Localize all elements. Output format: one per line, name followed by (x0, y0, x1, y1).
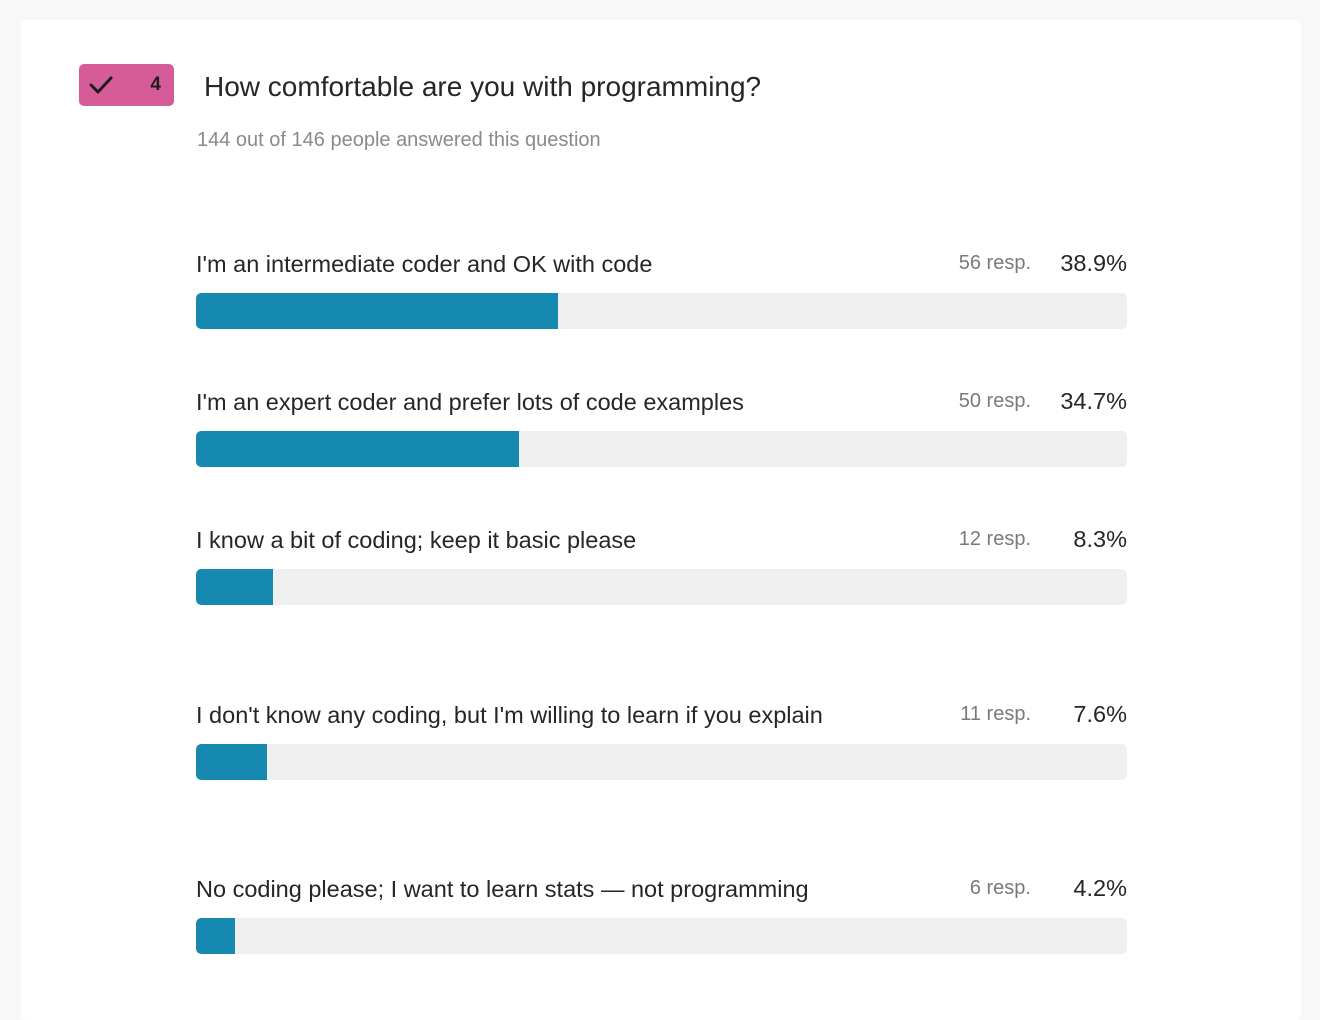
response-percent: 38.9% (1060, 250, 1127, 276)
response-count: 56 resp. (958, 252, 1031, 274)
question-title: How comfortable are you with programming… (204, 71, 762, 102)
answer-option: I'm an expert coder and prefer lots of c… (196, 370, 1127, 467)
response-percent: 8.3% (1073, 526, 1127, 552)
result-bar-fill (196, 744, 267, 780)
answered-count: 144 out of 146 people answered this ques… (197, 129, 601, 151)
result-bar-track (196, 744, 1127, 780)
response-percent: 4.2% (1073, 875, 1127, 901)
option-label: I'm an expert coder and prefer lots of c… (196, 389, 744, 415)
option-label: No coding please; I want to learn stats … (196, 876, 809, 902)
response-count: 6 resp. (969, 877, 1031, 899)
result-bar-fill (196, 569, 274, 605)
option-label: I know a bit of coding; keep it basic pl… (196, 527, 637, 553)
result-bar-track (196, 918, 1127, 954)
answer-option: I don't know any coding, but I'm willing… (196, 646, 1127, 780)
question-number: 4 (150, 74, 161, 95)
result-bar-fill (196, 293, 559, 329)
answer-option: No coding please; I want to learn stats … (196, 820, 1127, 954)
response-count: 12 resp. (958, 528, 1031, 550)
response-percent: 7.6% (1073, 701, 1127, 727)
result-bar-track (196, 569, 1127, 605)
answer-option: I know a bit of coding; keep it basic pl… (196, 508, 1127, 605)
response-count: 50 resp. (958, 390, 1031, 412)
result-bar-fill (196, 918, 236, 954)
result-bar-fill (196, 431, 520, 467)
option-label: I don't know any coding, but I'm willing… (196, 702, 823, 728)
response-count: 11 resp. (960, 703, 1031, 725)
response-percent: 34.7% (1060, 388, 1127, 414)
result-bar-track (196, 293, 1127, 329)
answer-option: I'm an intermediate coder and OK with co… (196, 232, 1127, 329)
question-number-badge: 4 (79, 64, 174, 106)
checkmark-icon (89, 76, 113, 94)
result-bar-track (196, 431, 1127, 467)
question-card (21, 20, 1301, 1020)
option-label: I'm an intermediate coder and OK with co… (196, 251, 653, 277)
